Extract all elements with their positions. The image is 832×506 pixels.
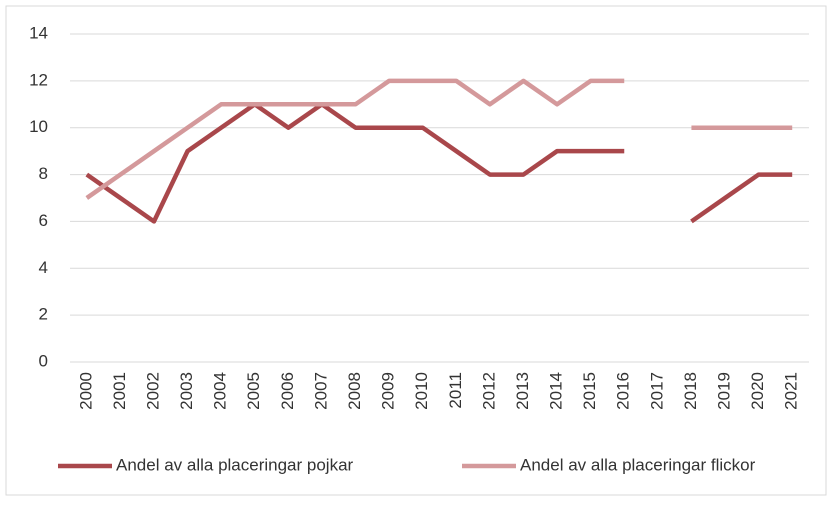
y-tick-label: 10 <box>29 117 48 136</box>
x-tick-label: 2009 <box>379 372 398 410</box>
y-tick-label: 6 <box>39 211 48 230</box>
x-tick-label: 2014 <box>547 372 566 410</box>
x-tick-label: 2018 <box>681 372 700 410</box>
x-tick-label: 2005 <box>244 372 263 410</box>
x-tick-label: 2004 <box>211 372 230 410</box>
x-tick-label: 2016 <box>614 372 633 410</box>
y-tick-label: 4 <box>39 258 48 277</box>
x-tick-label: 2017 <box>647 372 666 410</box>
x-tick-label: 2006 <box>278 372 297 410</box>
x-tick-label: 2013 <box>513 372 532 410</box>
x-tick-label: 2020 <box>748 372 767 410</box>
chart-border <box>5 5 827 496</box>
x-tick-label: 2008 <box>345 372 364 410</box>
x-tick-label: 2007 <box>311 372 330 410</box>
y-tick-label: 0 <box>39 351 48 370</box>
x-tick-label: 2002 <box>143 372 162 410</box>
line <box>85 102 793 224</box>
x-tick-label: 2011 <box>446 372 465 409</box>
y-tick-label: 2 <box>39 305 48 324</box>
x-tick-label: 2012 <box>479 372 498 410</box>
x-tick-label: 2019 <box>715 372 734 410</box>
x-tick-label: 2003 <box>177 372 196 410</box>
y-tick-label: 14 <box>29 23 48 42</box>
legend-label: Andel av alla placeringar pojkar <box>116 455 354 474</box>
x-tick-label: 2010 <box>412 372 431 410</box>
x-tick-label: 2000 <box>76 372 95 410</box>
y-tick-label: 12 <box>29 70 48 89</box>
x-tick-label: 2015 <box>580 372 599 410</box>
x-tick-label: 2001 <box>110 372 129 410</box>
line <box>85 78 793 200</box>
x-tick-label: 2021 <box>782 372 801 410</box>
legend-label: Andel av alla placeringar flickor <box>520 455 756 474</box>
y-tick-label: 8 <box>39 164 48 183</box>
